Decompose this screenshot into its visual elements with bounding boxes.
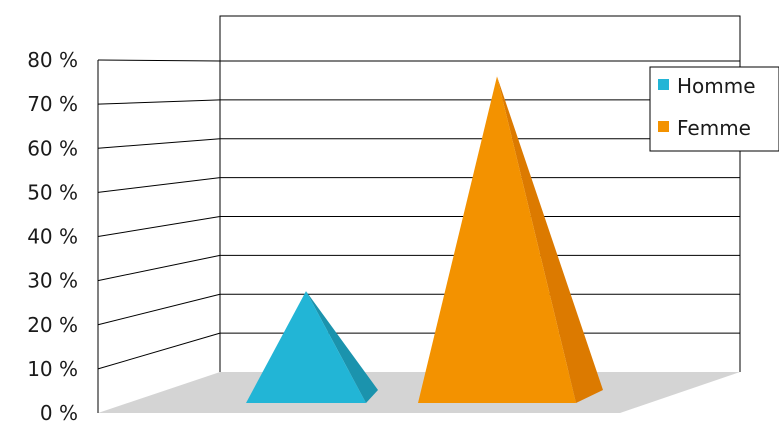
pyramid-front-homme	[246, 291, 366, 403]
pyramid-side-femme	[497, 76, 603, 403]
gridline-side	[97, 59, 221, 62]
gridline-side	[97, 254, 221, 282]
y-tick-label: 10 %	[27, 357, 78, 381]
y-tick-label: 50 %	[27, 180, 78, 204]
chart-floor	[98, 372, 740, 413]
legend: Homme Femme	[649, 66, 779, 152]
legend-swatch-femme	[658, 121, 669, 132]
gridline-side	[97, 293, 221, 326]
y-tick-label: 0 %	[40, 401, 78, 424]
legend-label-homme: Homme	[677, 74, 756, 98]
legend-swatch-homme	[658, 79, 669, 90]
legend-label-femme: Femme	[677, 116, 751, 140]
y-axis-ticks: 0 % 10 % 20 % 30 % 40 % 50 % 60 % 70 % 80 %	[27, 48, 78, 424]
legend-box	[649, 66, 779, 152]
gridline-side	[97, 177, 221, 193]
y-tick-label: 20 %	[27, 313, 78, 337]
data-pyramids	[246, 76, 603, 403]
pyramid-front-femme	[418, 76, 576, 403]
y-tick-label: 70 %	[27, 92, 78, 116]
gridline-side	[97, 138, 221, 149]
y-tick-label: 40 %	[27, 225, 78, 249]
y-tick-label: 30 %	[27, 269, 78, 293]
y-tick-label: 60 %	[27, 136, 78, 160]
pyramid-side-homme	[306, 291, 378, 403]
gridline-side	[97, 332, 221, 370]
grid-lines	[97, 15, 741, 413]
gridline-side	[97, 99, 221, 105]
gridline-side	[97, 216, 221, 237]
y-tick-label: 80 %	[27, 48, 78, 72]
floor-plane	[98, 372, 740, 413]
